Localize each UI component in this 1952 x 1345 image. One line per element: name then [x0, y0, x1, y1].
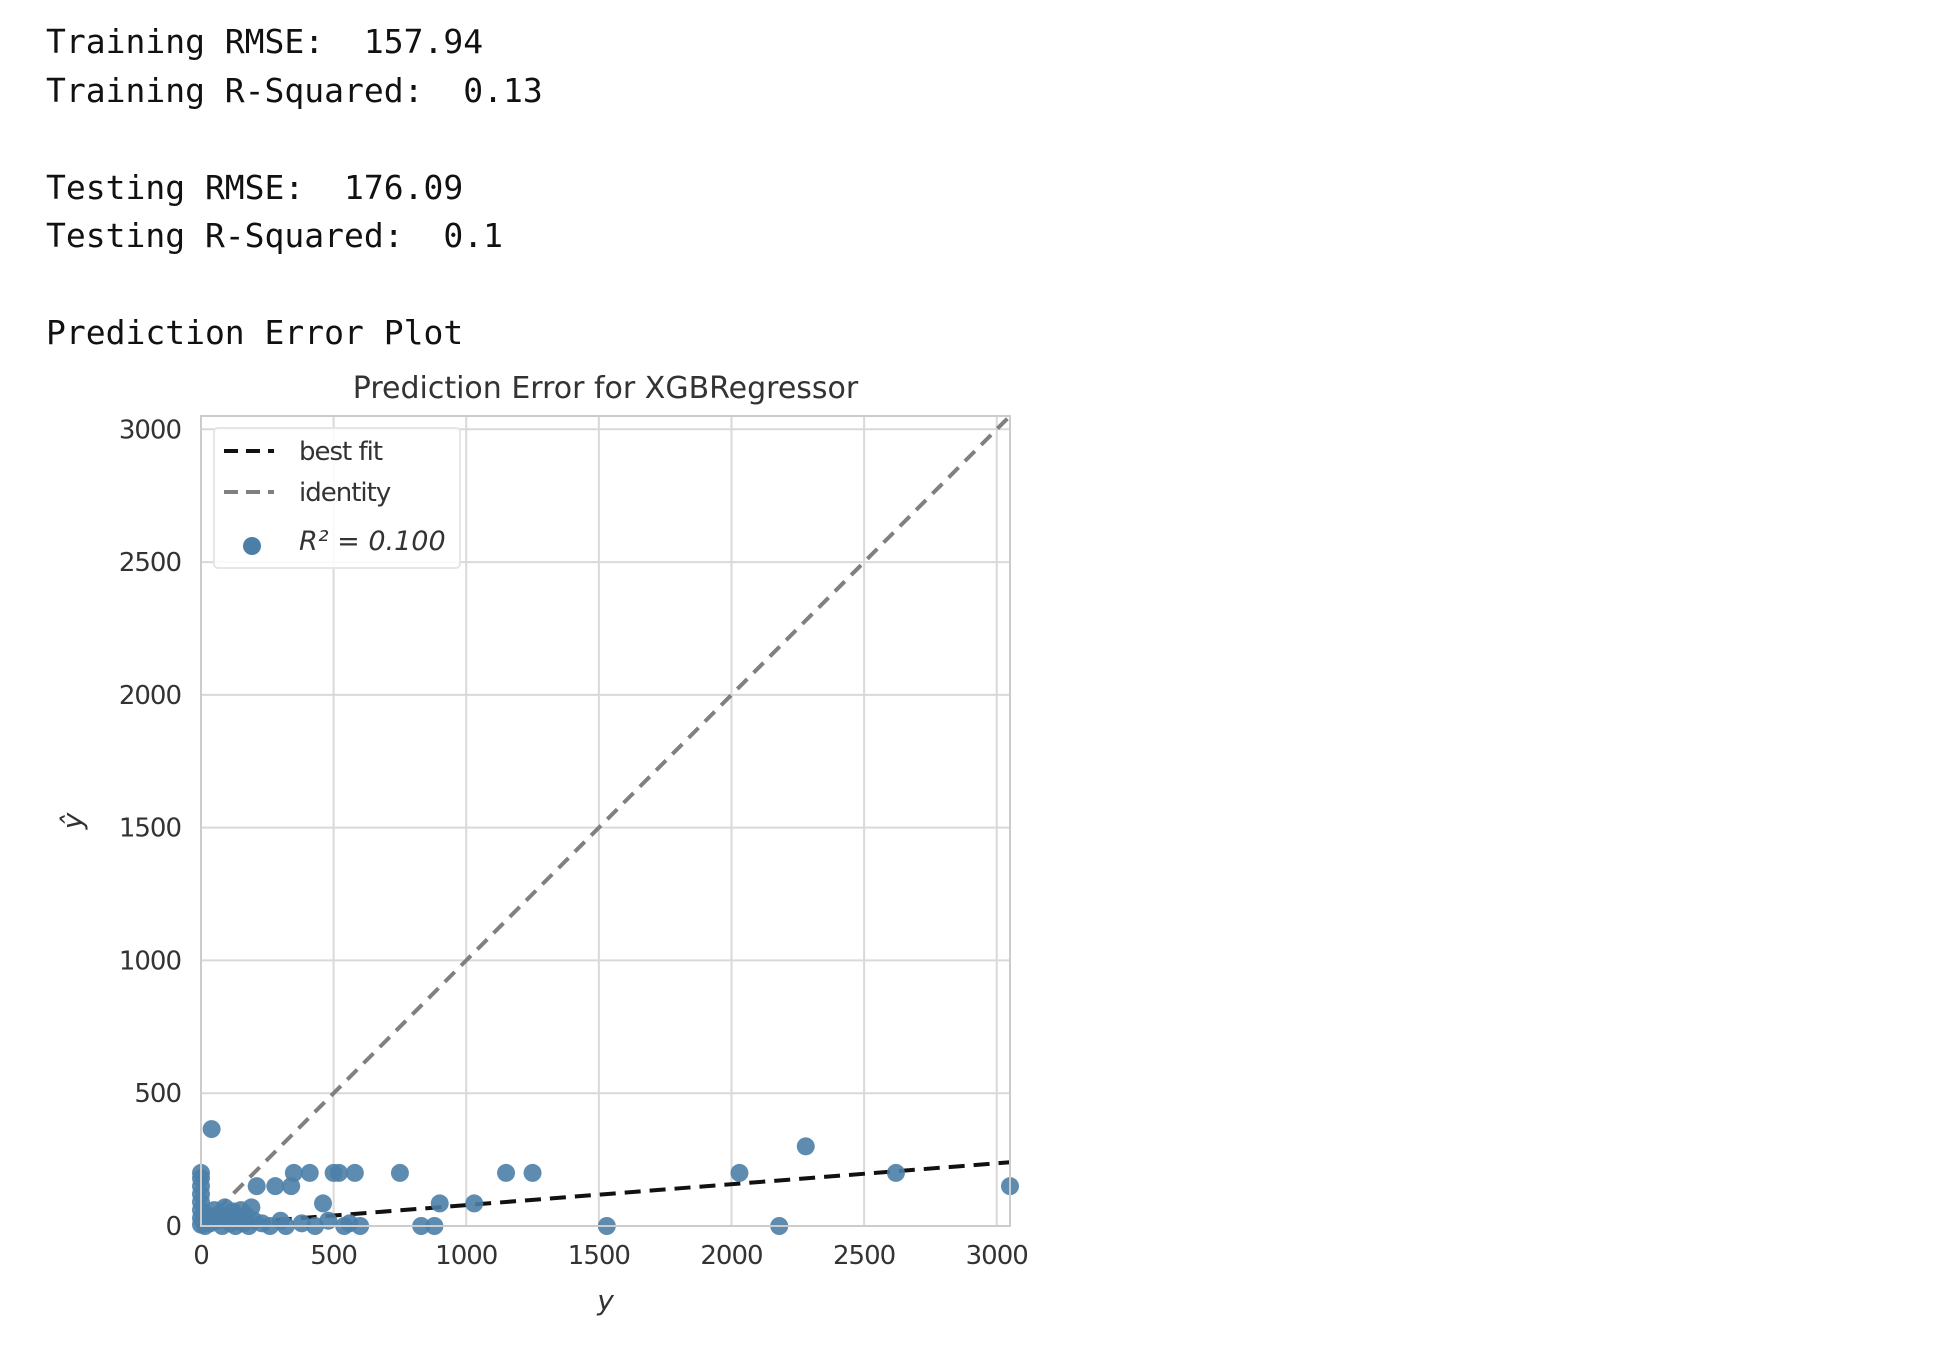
training-rmse-line: Training RMSE: 157.94 — [46, 18, 543, 67]
x-tick-label: 500 — [310, 1241, 357, 1271]
testing-rmse-line: Testing RMSE: 176.09 — [46, 164, 543, 213]
legend-box — [213, 427, 461, 569]
data-point — [430, 1194, 449, 1213]
x-tick-label: 2000 — [700, 1241, 762, 1271]
x-axis-label: y — [596, 1284, 614, 1317]
x-tick-label: 3000 — [966, 1241, 1028, 1271]
data-point — [796, 1137, 815, 1156]
identity-line — [199, 414, 1012, 1228]
data-point — [247, 1177, 266, 1196]
y-axis-label: ŷ — [56, 812, 89, 830]
data-point — [329, 1163, 348, 1182]
y-tick-label: 1000 — [119, 946, 181, 976]
axes-layer: 0 500 1000 1500 2000 2500 3000 0 500 1000 1500 2000… — [56, 371, 1029, 1317]
data-point — [266, 1177, 285, 1196]
y-tick-label: 2000 — [119, 681, 181, 711]
legend-r2-label: R² = 0.100 — [299, 526, 446, 557]
data-point — [390, 1163, 409, 1182]
testing-r2-label: Testing R-Squared: — [46, 216, 404, 255]
chart-title: Prediction Error for XGBRegressor — [353, 371, 859, 406]
data-point — [202, 1120, 221, 1139]
data-point — [314, 1194, 333, 1213]
y-tick-label: 500 — [134, 1079, 181, 1109]
data-point — [730, 1163, 749, 1182]
training-rmse-label: Training RMSE: — [46, 22, 325, 61]
data-point — [886, 1163, 905, 1182]
legend: best fit identity R² = 0.100 — [213, 427, 461, 569]
training-r2-line: Training R-Squared: 0.13 — [46, 67, 543, 116]
lines-layer — [199, 414, 1012, 1228]
plot-frame — [200, 415, 1011, 1227]
testing-r2-value: 0.1 — [443, 216, 503, 255]
legend-identity-label: identity — [299, 478, 391, 508]
y-tick-label: 3000 — [119, 415, 181, 445]
x-tick-label: 2500 — [833, 1241, 895, 1271]
testing-rmse-label: Testing RMSE: — [46, 167, 305, 207]
x-tick-label: 1000 — [435, 1241, 497, 1271]
legend-point-swatch — [243, 537, 261, 555]
training-r2-value: 0.13 — [463, 70, 543, 110]
x-tick-label: 0 — [193, 1241, 209, 1271]
plot-heading: Prediction Error Plot — [46, 313, 464, 352]
y-tick-label: 2500 — [119, 548, 181, 578]
data-point — [497, 1163, 516, 1182]
testing-r2-line: Testing R-Squared: 0.1 — [46, 212, 543, 261]
testing-rmse-value: 176.09 — [344, 167, 464, 207]
best-fit-line — [200, 1160, 1011, 1228]
data-point — [345, 1163, 364, 1182]
data-point — [523, 1163, 542, 1182]
data-point — [465, 1194, 484, 1213]
y-tick-label: 0 — [165, 1212, 181, 1242]
training-rmse-value: 157.94 — [363, 22, 484, 61]
legend-best-fit-label: best fit — [299, 437, 383, 467]
data-point — [284, 1163, 303, 1182]
training-r2-label: Training R-Squared: — [46, 70, 424, 110]
x-tick-label: 1500 — [568, 1241, 630, 1271]
data-point — [300, 1163, 319, 1182]
cell-output: Training RMSE: 157.94 Training R-Squared… — [46, 18, 543, 358]
y-tick-label: 1500 — [119, 814, 181, 844]
points-layer — [192, 1120, 1019, 1235]
